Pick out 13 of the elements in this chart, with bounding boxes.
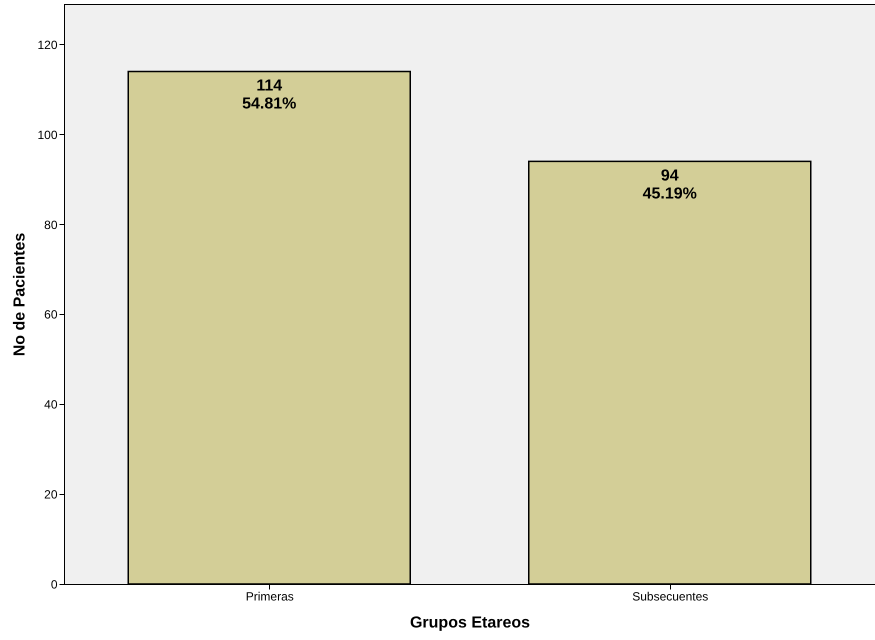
y-tick-label: 60 <box>44 308 58 322</box>
y-tick-label: 80 <box>44 218 58 232</box>
data-label: 94 45.19% <box>642 167 697 202</box>
y-tick-label: 120 <box>37 38 58 52</box>
y-tick-label: 20 <box>44 488 58 502</box>
y-axis-title: No de Pacientes <box>11 232 28 356</box>
y-tick-label: 0 <box>50 578 58 592</box>
data-label: 114 54.81% <box>242 77 296 112</box>
x-tick-label: Subsecuentes <box>632 590 708 604</box>
y-tick-label: 40 <box>44 398 58 412</box>
x-axis-title: Grupos Etareos <box>410 614 530 632</box>
y-tick-label: 100 <box>37 128 58 142</box>
x-tick-label: Primeras <box>246 590 294 604</box>
